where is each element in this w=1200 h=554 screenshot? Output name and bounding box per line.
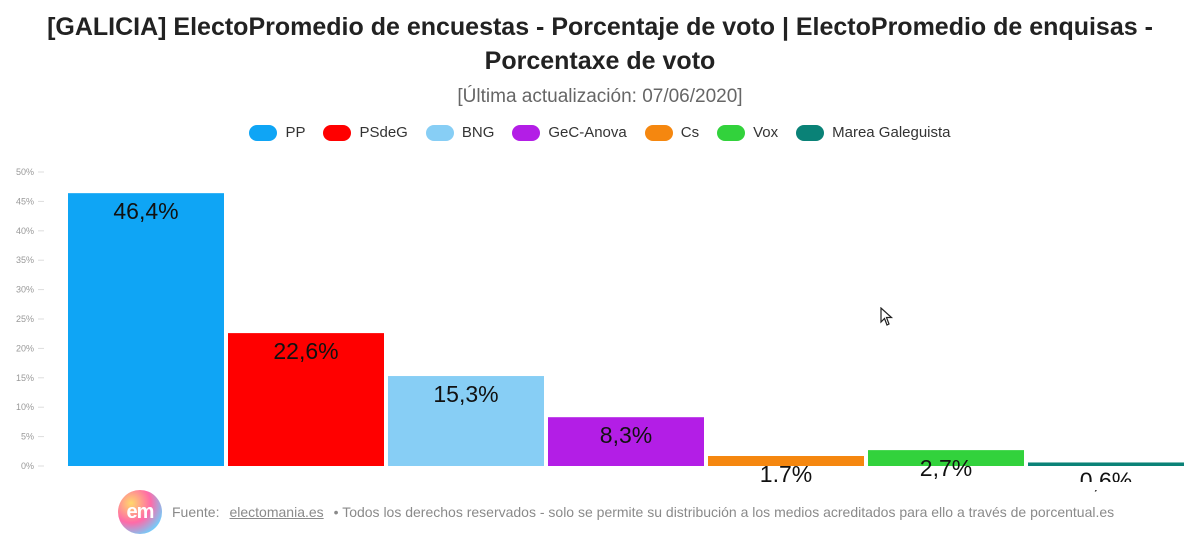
legend-label: Marea Galeguista [832,124,951,141]
legend-item[interactable]: Cs [644,124,700,141]
y-tick-label: 20% [16,343,34,353]
bar [68,193,224,466]
y-tick-label: 40% [16,226,34,236]
legend-swatch [717,124,746,141]
y-tick-label: 35% [16,255,34,265]
legend-label: Cs [680,124,700,141]
legend-item[interactable]: Marea Galeguista [796,124,951,141]
chart-title: [GALICIA] ElectoPromedio de encuestas - … [47,13,1153,75]
legend-swatch [249,124,278,141]
copyright-text: • Todos los derechos reservados - solo s… [333,504,1115,520]
y-tick-label: 45% [16,196,34,206]
y-tick-label: 25% [16,314,34,324]
mouse-cursor-icon [880,307,894,326]
y-tick-label: 30% [16,285,34,295]
legend-label: GeC-Anova [548,124,627,141]
legend-swatch [425,124,454,141]
y-tick-label: 5% [21,432,34,442]
chart-subtitle: [Última actualización: 07/06/2020] [457,86,743,107]
legend-item[interactable]: GeC-Anova [512,124,627,141]
legend-item[interactable]: BNG [425,124,495,141]
data-label: 46,4% [113,198,178,224]
legend-label: Vox [753,124,779,141]
legend-item[interactable]: PSdeG [323,124,408,141]
y-tick-label: 10% [16,402,34,412]
bar [228,333,384,466]
legend-label: PP [285,124,306,141]
legend-swatch [644,124,673,141]
data-label: 2,7% [920,455,972,481]
legend-swatch [796,124,825,141]
plot-bottom-mask [0,482,1200,490]
bar [708,456,864,466]
bar [388,376,544,466]
source-prefix: Fuente: [172,504,220,520]
legend-label: PSdeG [359,124,408,141]
y-tick-label: 0% [21,461,34,471]
data-label: 8,3% [600,422,652,448]
legend-label: BNG [461,124,495,141]
electomania-logo: em [118,490,162,534]
footer: em Fuente: electomania.es • Todos los de… [118,490,1118,534]
y-tick-label: 50% [16,167,34,177]
legend-swatch [323,124,352,141]
bar [1028,462,1184,466]
legend-item[interactable]: Vox [717,124,778,141]
legend: PP PSdeG BNG GeC-Anova Cs Vox Marea Galeguista [0,124,1200,141]
bar [868,450,1024,466]
legend-swatch [512,124,541,141]
data-label: 15,3% [433,381,498,407]
data-label: 22,6% [273,338,338,364]
legend-item[interactable]: PP [249,124,305,141]
bar [548,417,704,466]
source-link[interactable]: electomania.es [229,504,324,520]
y-tick-label: 15% [16,373,34,383]
